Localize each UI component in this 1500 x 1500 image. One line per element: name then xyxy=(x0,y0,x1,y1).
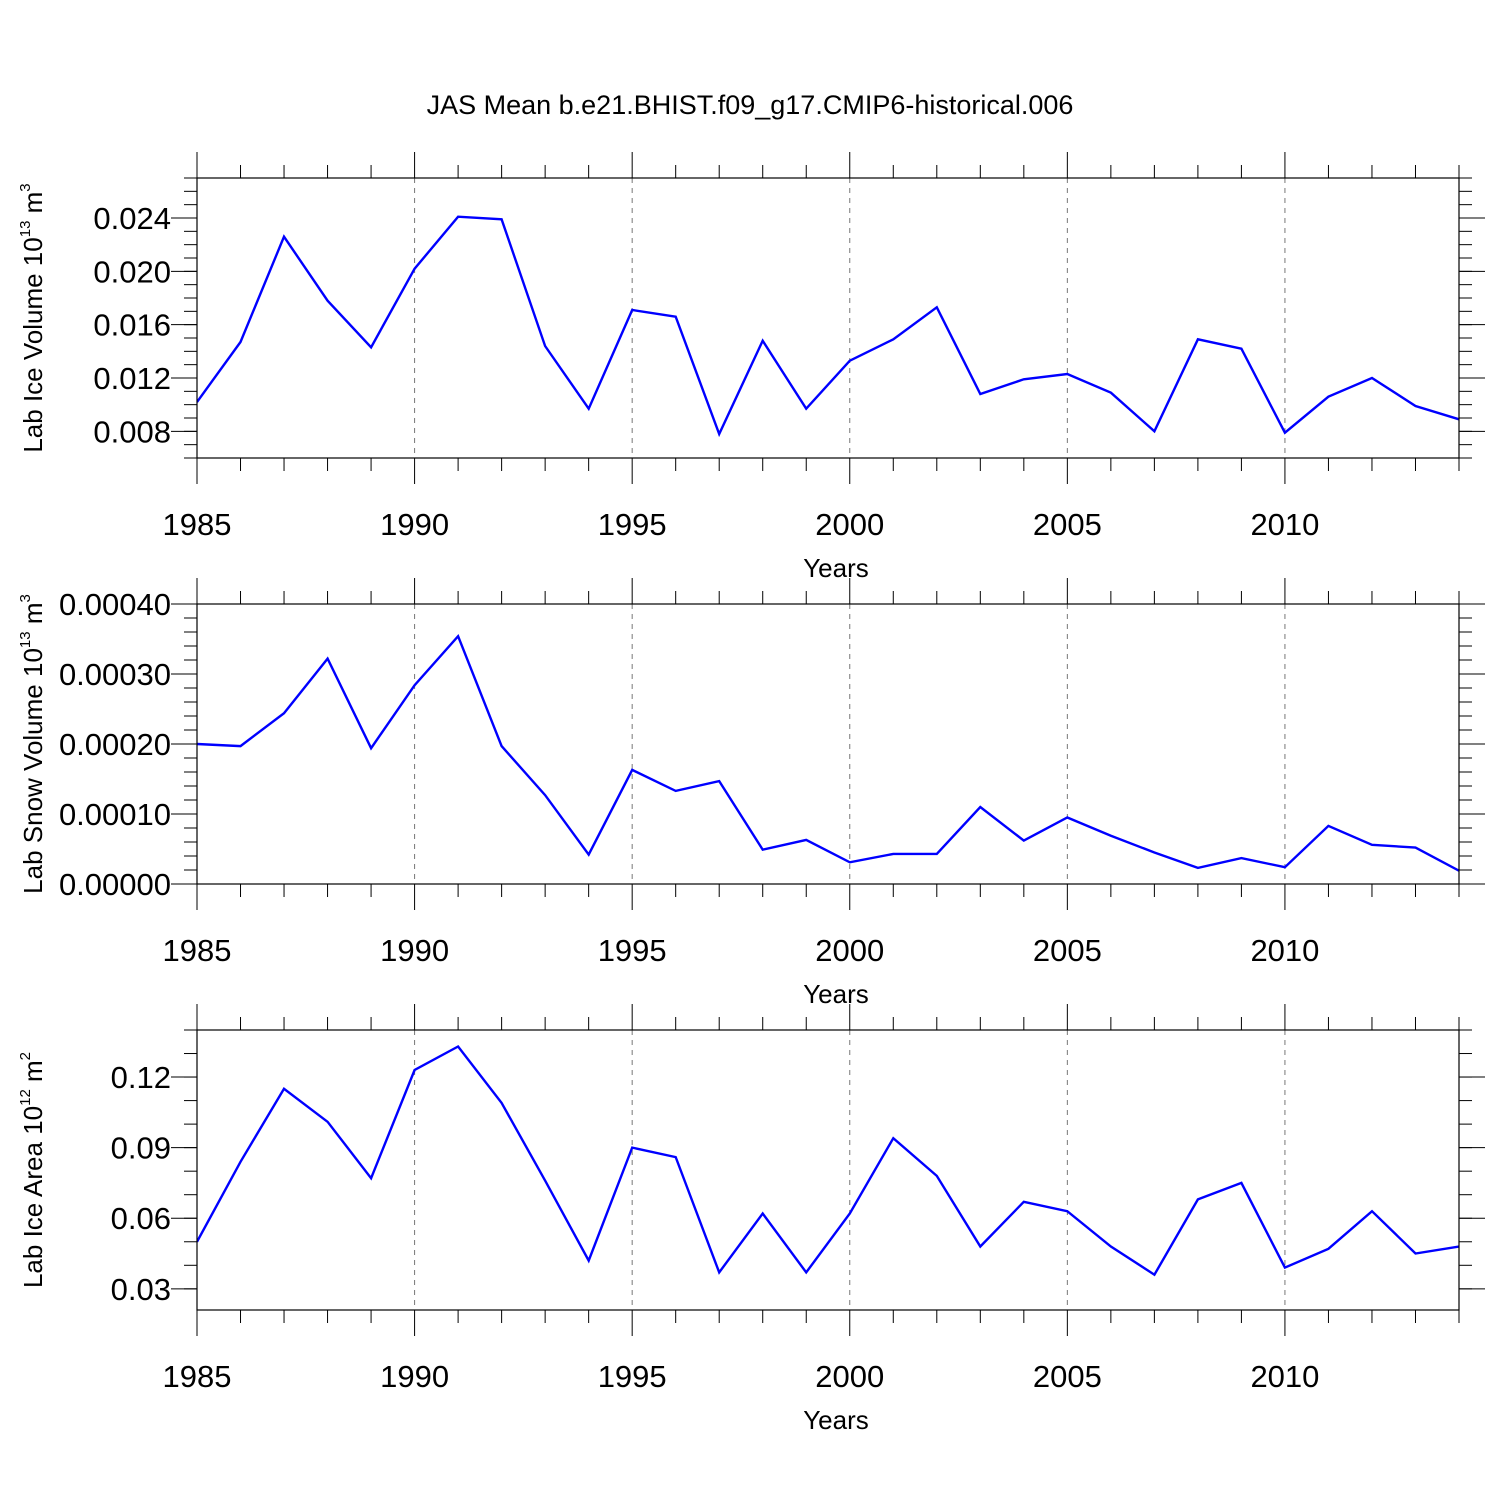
y-tick-label: 0.020 xyxy=(93,254,171,289)
y-tick-label: 0.012 xyxy=(93,361,171,396)
y-tick-label: 0.016 xyxy=(93,308,171,343)
y-tick-label: 0.024 xyxy=(93,201,171,236)
x-tick-label: 1990 xyxy=(380,1359,449,1394)
y-tick-label: 0.008 xyxy=(93,414,171,449)
y-tick-label: 0.00040 xyxy=(59,587,171,622)
x-tick-label: 2010 xyxy=(1250,933,1319,968)
figure-title: JAS Mean b.e21.BHIST.f09_g17.CMIP6-histo… xyxy=(427,90,1074,120)
panel-2: 0.00000 0.00010 0.00020 0.00030 0.00040 1985 1… xyxy=(17,578,1485,1009)
panel-1: 0.008 0.012 0.016 0.020 0.024 1985 1990 1995 200… xyxy=(17,152,1485,583)
x-tick-label: 2000 xyxy=(815,933,884,968)
y-tick-label: 0.12 xyxy=(111,1060,171,1095)
y-axis-title: Lab Ice Area 1012 m2 xyxy=(17,1052,48,1288)
series-line xyxy=(197,633,1459,872)
y-tick-label: 0.00020 xyxy=(59,727,171,762)
x-tick-label: 1985 xyxy=(163,1359,232,1394)
x-tick-label: 2000 xyxy=(815,1359,884,1394)
y-tick-label: 0.06 xyxy=(111,1201,171,1236)
y-axis-title: Lab Ice Volume 1013 m3 xyxy=(17,183,48,452)
x-tick-label: 1995 xyxy=(598,933,667,968)
x-tick-label: 1995 xyxy=(598,507,667,542)
y-axis-title: Lab Snow Volume 1013 m3 xyxy=(17,594,48,894)
x-axis-title: Years xyxy=(803,553,869,583)
panels: 0.008 0.012 0.016 0.020 0.024 1985 1990 1995 200… xyxy=(17,152,1485,1435)
y-tick-label: 0.00030 xyxy=(59,657,171,692)
plot-frame xyxy=(196,1029,1460,1311)
x-tick-label: 1985 xyxy=(163,933,232,968)
x-tick-label: 1990 xyxy=(380,933,449,968)
x-axis-title: Years xyxy=(803,979,869,1009)
x-tick-label: 2005 xyxy=(1033,507,1102,542)
plot-frame xyxy=(196,177,1460,459)
x-tick-label: 2010 xyxy=(1250,1359,1319,1394)
x-tick-label: 1990 xyxy=(380,507,449,542)
series-line xyxy=(197,215,1459,438)
y-tick-label: 0.09 xyxy=(111,1131,171,1166)
series-line xyxy=(197,1044,1459,1277)
y-tick-label: 0.00000 xyxy=(59,867,171,902)
x-tick-label: 1985 xyxy=(163,507,232,542)
x-tick-label: 1995 xyxy=(598,1359,667,1394)
plot-frame xyxy=(196,603,1460,885)
panel-3: 0.03 0.06 0.09 0.12 1985 1990 1995 2000 2005 2010… xyxy=(17,1004,1485,1435)
x-tick-label: 2010 xyxy=(1250,507,1319,542)
x-tick-label: 2005 xyxy=(1033,1359,1102,1394)
x-axis-title: Years xyxy=(803,1405,869,1435)
y-tick-label: 0.00010 xyxy=(59,797,171,832)
x-tick-label: 2005 xyxy=(1033,933,1102,968)
x-tick-label: 2000 xyxy=(815,507,884,542)
y-tick-label: 0.03 xyxy=(111,1272,171,1307)
